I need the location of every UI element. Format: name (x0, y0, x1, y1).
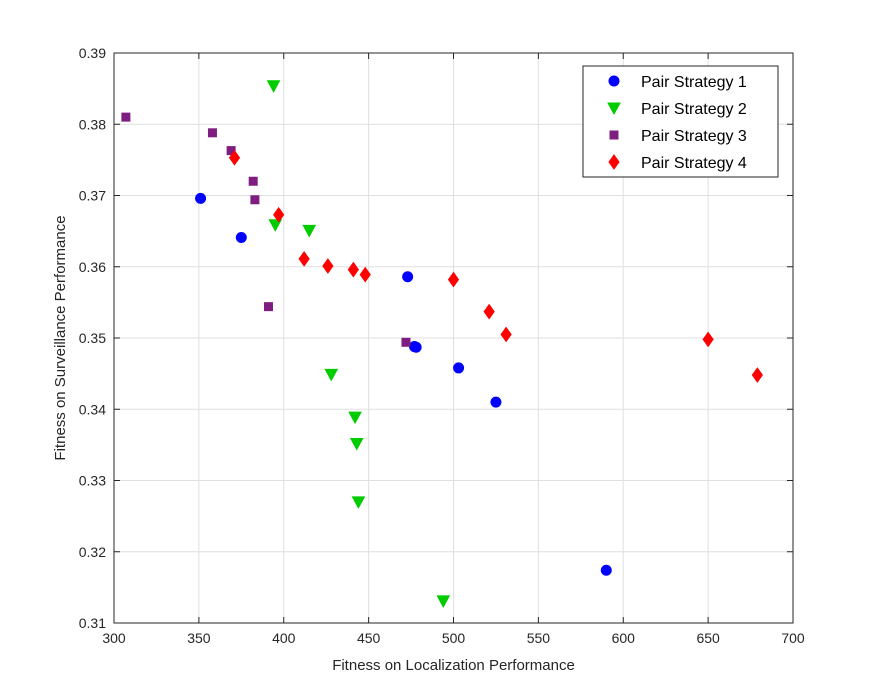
series-1 (195, 192, 612, 576)
data-point-series-4 (447, 271, 460, 288)
data-point-series-1 (235, 232, 247, 244)
data-point-series-2 (302, 224, 317, 238)
x-tick-label: 400 (272, 630, 296, 646)
data-point-series-1 (453, 362, 465, 374)
data-point-series-1 (402, 271, 414, 283)
data-point-series-4 (322, 258, 334, 274)
data-point-series-1 (195, 192, 207, 204)
data-points (121, 80, 763, 608)
legend-label-series-2: Pair Strategy 2 (641, 101, 747, 118)
data-point-series-3 (121, 112, 131, 122)
data-point-series-4 (359, 266, 371, 283)
data-point-series-2 (351, 496, 366, 509)
data-point-series-4 (228, 149, 241, 166)
x-tick-label: 700 (781, 630, 805, 646)
y-tick-label: 0.35 (79, 330, 106, 346)
data-point-series-4 (702, 331, 714, 348)
axis-ticks: 300 350 400 450 500 550 600 650 700 0.31 0.32 0.33 0… (79, 45, 805, 646)
legend-label-series-4: Pair Strategy 4 (641, 155, 747, 172)
y-tick-label: 0.39 (79, 45, 106, 61)
y-tick-label: 0.33 (79, 473, 106, 489)
x-tick-label: 650 (696, 630, 720, 646)
data-point-series-3 (248, 176, 258, 186)
x-tick-label: 500 (442, 630, 466, 646)
data-point-series-4 (298, 251, 310, 267)
data-point-series-4 (500, 326, 512, 343)
data-point-series-3 (207, 128, 217, 138)
x-tick-label: 350 (187, 630, 211, 646)
legend-marker-series-3 (609, 130, 619, 140)
series-4 (228, 149, 763, 383)
y-tick-label: 0.38 (79, 116, 106, 132)
data-point-series-3 (401, 337, 411, 347)
y-tick-label: 0.31 (79, 615, 106, 631)
x-tick-label: 600 (612, 630, 636, 646)
y-tick-label: 0.36 (79, 259, 106, 275)
x-axis-label: Fitness on Localization Performance (332, 657, 575, 674)
data-point-series-1 (410, 341, 422, 353)
data-point-series-4 (483, 303, 495, 320)
y-tick-label: 0.32 (79, 544, 106, 560)
legend-marker-series-1 (608, 75, 620, 87)
data-point-series-4 (347, 261, 359, 278)
x-tick-label: 550 (527, 630, 551, 646)
data-point-series-2 (436, 595, 451, 608)
data-point-series-2 (324, 368, 339, 382)
legend-marker-series-4 (608, 154, 620, 170)
series-3 (121, 112, 411, 347)
legend-marker-series-2 (607, 102, 621, 116)
legend-label-series-1: Pair Strategy 1 (641, 74, 747, 91)
data-point-series-2 (349, 437, 364, 451)
data-point-series-1 (490, 396, 502, 408)
data-point-series-2 (268, 219, 283, 232)
x-tick-label: 300 (102, 630, 126, 646)
y-tick-label: 0.37 (79, 188, 106, 204)
data-point-series-4 (273, 206, 285, 223)
grid-lines (114, 53, 793, 623)
series-2 (266, 80, 451, 608)
legend-label-series-3: Pair Strategy 3 (641, 128, 747, 145)
data-point-series-3 (226, 146, 236, 156)
y-tick-label: 0.34 (79, 401, 106, 417)
data-point-series-4 (751, 367, 763, 383)
y-axis-label: Fitness on Surveillance Performance (52, 215, 69, 460)
data-point-series-2 (348, 411, 362, 425)
data-point-series-3 (263, 302, 273, 312)
data-point-series-1 (600, 564, 612, 576)
data-point-series-3 (250, 195, 260, 205)
legend: Pair Strategy 1 Pair Strategy 2 Pair Strat… (582, 65, 779, 178)
x-tick-label: 450 (357, 630, 381, 646)
data-point-series-2 (266, 80, 281, 93)
